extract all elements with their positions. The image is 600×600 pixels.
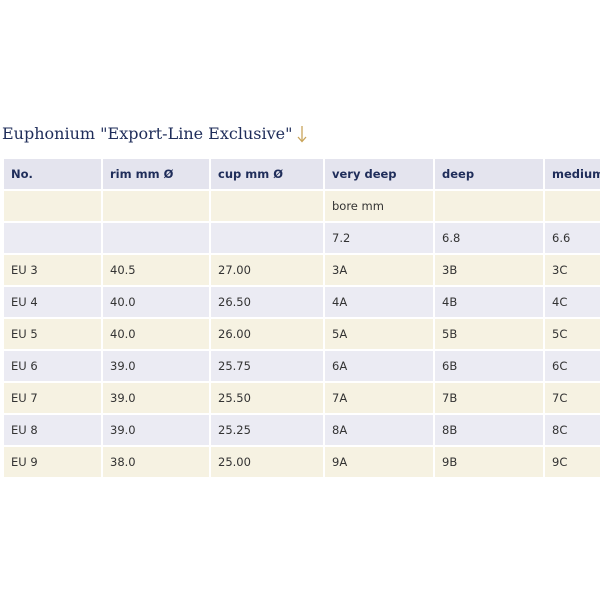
table-cell: 39.0	[101, 381, 211, 415]
table-cell	[101, 189, 211, 223]
table-cell: 26.50	[209, 285, 325, 319]
table-cell: 3A	[323, 253, 435, 287]
table-cell	[543, 189, 600, 223]
header-cell: deep	[433, 157, 545, 191]
table-row: EU 8 39.0 25.25 8A 8B 8C	[2, 413, 600, 447]
table-cell: 25.00	[209, 445, 325, 479]
table-cell	[209, 221, 325, 255]
header-cell: very deep	[323, 157, 435, 191]
table-cell	[101, 221, 211, 255]
table-row: EU 5 40.0 26.00 5A 5B 5C	[2, 317, 600, 351]
table-row: bore mm	[2, 189, 600, 223]
table-cell: 4C	[543, 285, 600, 319]
table-cell: 8B	[433, 413, 545, 447]
table-cell: 40.0	[101, 317, 211, 351]
table-cell: EU 6	[2, 349, 103, 383]
header-cell: cup mm Ø	[209, 157, 325, 191]
table-cell: 6.6	[543, 221, 600, 255]
table-cell	[209, 189, 325, 223]
heading: Euphonium "Export-Line Exclusive"	[2, 124, 293, 143]
table-cell: 25.25	[209, 413, 325, 447]
table-row: EU 6 39.0 25.75 6A 6B 6C	[2, 349, 600, 383]
table-cell	[2, 221, 103, 255]
table-cell: 9B	[433, 445, 545, 479]
table-row: EU 7 39.0 25.50 7A 7B 7C	[2, 381, 600, 415]
table-cell: 26.00	[209, 317, 325, 351]
table-cell: 27.00	[209, 253, 325, 287]
table-cell: EU 4	[2, 285, 103, 319]
table-row: EU 4 40.0 26.50 4A 4B 4C	[2, 285, 600, 319]
table-cell: 3C	[543, 253, 600, 287]
table-cell: 4A	[323, 285, 435, 319]
table-cell: 25.50	[209, 381, 325, 415]
heading-row: Euphonium "Export-Line Exclusive"	[2, 124, 307, 143]
table-cell: 8A	[323, 413, 435, 447]
table-cell: 6A	[323, 349, 435, 383]
table-cell: EU 3	[2, 253, 103, 287]
table-cell: EU 7	[2, 381, 103, 415]
table-row: 7.2 6.8 6.6	[2, 221, 600, 255]
table-cell: 39.0	[101, 349, 211, 383]
table-cell: 7A	[323, 381, 435, 415]
table-cell	[2, 189, 103, 223]
table-cell: 25.75	[209, 349, 325, 383]
arrow-icon	[297, 125, 307, 142]
table-cell: 5C	[543, 317, 600, 351]
table-cell: 5B	[433, 317, 545, 351]
table-cell: EU 9	[2, 445, 103, 479]
table-cell: 38.0	[101, 445, 211, 479]
table-cell: EU 5	[2, 317, 103, 351]
table-row: EU 9 38.0 25.00 9A 9B 9C	[2, 445, 600, 479]
table-cell: 7.2	[323, 221, 435, 255]
table-cell: 40.0	[101, 285, 211, 319]
table-cell: 6.8	[433, 221, 545, 255]
table-cell: 3B	[433, 253, 545, 287]
table-cell: 9C	[543, 445, 600, 479]
table-cell: 39.0	[101, 413, 211, 447]
header-cell: No.	[2, 157, 103, 191]
table-cell: bore mm	[323, 189, 435, 223]
table-cell: 8C	[543, 413, 600, 447]
table-cell: 6B	[433, 349, 545, 383]
table-cell: 9A	[323, 445, 435, 479]
table-cell: EU 8	[2, 413, 103, 447]
header-cell: medium	[543, 157, 600, 191]
table-cell: 6C	[543, 349, 600, 383]
table-cell: 40.5	[101, 253, 211, 287]
table-cell: 5A	[323, 317, 435, 351]
table-cell: 7B	[433, 381, 545, 415]
table-row: EU 3 40.5 27.00 3A 3B 3C	[2, 253, 600, 287]
table-cell	[433, 189, 545, 223]
table-cell: 7C	[543, 381, 600, 415]
header-cell: rim mm Ø	[101, 157, 211, 191]
table-cell: 4B	[433, 285, 545, 319]
